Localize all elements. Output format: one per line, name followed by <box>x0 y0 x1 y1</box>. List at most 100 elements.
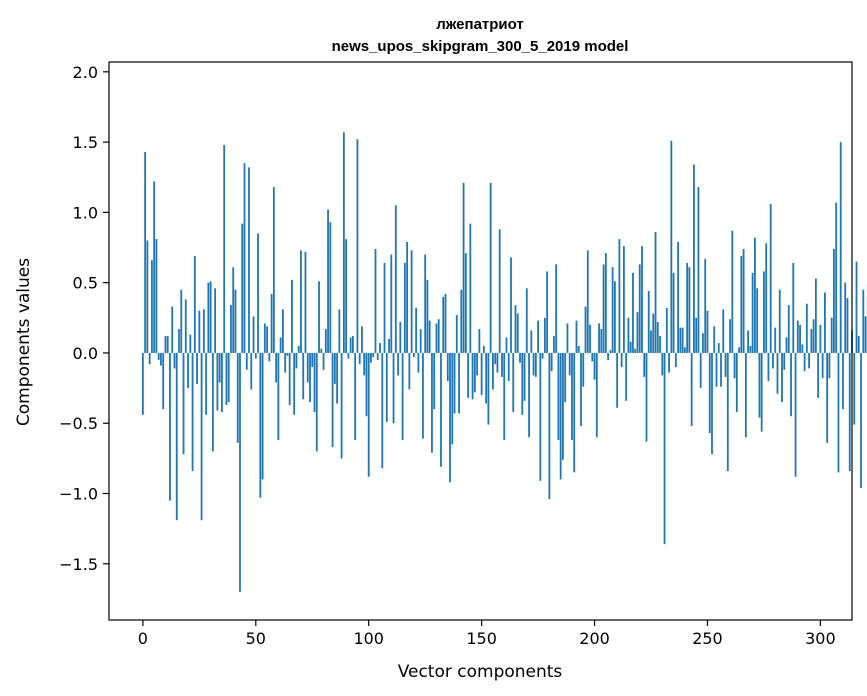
bar-239 <box>681 327 684 353</box>
bar-225 <box>650 330 652 353</box>
bar-183 <box>555 264 558 353</box>
bar-57 <box>270 293 273 353</box>
bar-291 <box>799 324 801 353</box>
bar-12 <box>169 352 171 501</box>
bar-266 <box>742 248 745 353</box>
bar-63 <box>284 352 287 373</box>
bar-55 <box>266 326 268 353</box>
bar-287 <box>790 352 792 417</box>
bar-207 <box>609 350 612 353</box>
bar-227 <box>654 232 657 353</box>
bar-198 <box>589 324 591 353</box>
bar-122 <box>417 352 420 373</box>
y-tick-label: 1.0 <box>73 203 98 222</box>
bar-267 <box>744 352 747 438</box>
bar-89 <box>342 132 345 353</box>
bar-100 <box>367 352 370 477</box>
bar-90 <box>345 239 348 353</box>
bar-142 <box>462 182 465 353</box>
bar-149 <box>478 329 481 353</box>
bar-124 <box>422 352 424 439</box>
bar-184 <box>557 352 560 441</box>
bar-32 <box>214 288 217 353</box>
bar-187 <box>564 352 567 403</box>
bar-107 <box>383 262 386 353</box>
bar-81 <box>324 329 327 353</box>
bar-11 <box>166 336 169 353</box>
y-tick-label: 2.0 <box>73 63 98 82</box>
bar-246 <box>697 187 700 353</box>
bar-56 <box>268 352 271 362</box>
bar-284 <box>783 352 786 370</box>
bar-51 <box>257 233 259 353</box>
bar-268 <box>747 330 750 353</box>
bar-309 <box>839 142 842 353</box>
bar-166 <box>516 313 519 353</box>
bar-223 <box>645 352 648 442</box>
bar-8 <box>160 352 162 366</box>
bar-179 <box>546 271 549 353</box>
bar-151 <box>482 345 485 353</box>
y-tick-label: 1.5 <box>73 133 98 152</box>
bar-277 <box>767 352 770 382</box>
bar-44 <box>241 223 244 353</box>
bar-138 <box>453 352 456 414</box>
bar-263 <box>735 352 738 412</box>
bar-165 <box>514 305 517 353</box>
bar-236 <box>674 352 677 368</box>
bar-175 <box>537 320 539 353</box>
bar-256 <box>720 352 722 387</box>
bar-249 <box>704 258 707 353</box>
bar-85 <box>333 352 336 384</box>
bar-13 <box>171 306 174 353</box>
bar-94 <box>354 352 357 441</box>
bar-300 <box>819 324 822 353</box>
bar-230 <box>661 352 664 376</box>
plot-frame <box>108 61 853 621</box>
bar-15 <box>175 352 178 521</box>
bar-48 <box>250 352 253 390</box>
bar-34 <box>218 352 221 383</box>
bar-59 <box>275 352 278 383</box>
bar-110 <box>390 254 393 353</box>
bar-167 <box>519 352 521 363</box>
bar-144 <box>467 352 469 398</box>
bar-101 <box>370 352 372 363</box>
bar-141 <box>460 289 463 353</box>
bar-191 <box>573 352 576 473</box>
bar-303 <box>826 352 829 443</box>
bar-106 <box>381 352 384 469</box>
bar-301 <box>821 352 824 379</box>
bar-36 <box>223 144 226 353</box>
bar-178 <box>543 317 546 353</box>
bar-286 <box>787 305 790 353</box>
bar-125 <box>424 254 427 353</box>
bar-169 <box>523 352 526 401</box>
bar-173 <box>532 352 535 376</box>
bar-96 <box>358 352 361 365</box>
bar-240 <box>683 347 686 353</box>
bar-95 <box>356 139 359 353</box>
x-axis-ticks: 0 50 100 150 200 250 300 <box>138 620 836 648</box>
bar-146 <box>471 352 474 400</box>
bar-123 <box>419 329 422 353</box>
bar-24 <box>196 352 198 384</box>
bar-20 <box>187 352 189 389</box>
bar-4 <box>151 260 153 353</box>
bar-285 <box>785 337 788 353</box>
bar-66 <box>291 279 293 353</box>
bar-224 <box>647 291 650 353</box>
bar-54 <box>263 323 266 353</box>
bar-50 <box>254 352 257 359</box>
bar-10 <box>164 336 167 353</box>
bar-83 <box>329 222 332 353</box>
bar-308 <box>837 352 840 473</box>
bar-312 <box>846 298 849 353</box>
bar-199 <box>591 352 594 362</box>
bar-6 <box>155 239 158 353</box>
bar-278 <box>769 203 772 353</box>
bar-88 <box>340 352 343 459</box>
bar-170 <box>525 288 528 353</box>
bar-112 <box>394 205 397 353</box>
bar-76 <box>313 352 316 412</box>
